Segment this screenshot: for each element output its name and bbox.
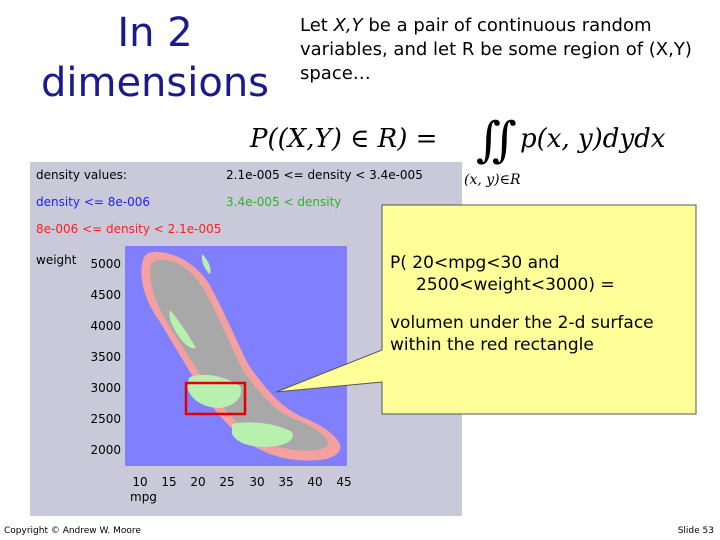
slide-title-line1: In 2 bbox=[117, 10, 193, 56]
slide-title-line2: dimensions bbox=[40, 60, 270, 106]
formula-lhs: P((X,Y) ∈ R) = bbox=[249, 124, 437, 154]
density-map: 10 15 20 25 30 35 40 45 5000 4500 4000 3… bbox=[90, 246, 352, 489]
density-region-high-4 bbox=[201, 254, 211, 274]
x-tick: 25 bbox=[219, 475, 234, 489]
legend-title: density values: bbox=[36, 168, 127, 182]
intro-text: Let X,Y be a pair of continuous random v… bbox=[300, 14, 710, 86]
x-tick: 10 bbox=[132, 475, 147, 489]
y-tick: 2000 bbox=[90, 443, 121, 457]
footer-copyright: Copyright © Andrew W. Moore bbox=[4, 526, 141, 536]
y-tick: 2500 bbox=[90, 412, 121, 426]
x-ticks: 10 15 20 25 30 35 40 45 bbox=[132, 475, 351, 489]
callout-shape bbox=[275, 204, 697, 415]
formula-rhs: p(x, y)dydx bbox=[520, 124, 666, 154]
y-tick: 3000 bbox=[90, 381, 121, 395]
x-tick: 30 bbox=[249, 475, 264, 489]
density-region-high-3 bbox=[232, 422, 293, 447]
intro-part1: Let bbox=[300, 15, 334, 36]
x-tick: 45 bbox=[336, 475, 351, 489]
y-ticks: 5000 4500 4000 3500 3000 2500 2000 bbox=[90, 257, 121, 457]
legend-bin-red: 8e-006 <= density < 2.1e-005 bbox=[36, 222, 222, 236]
formula-subscript: (x, y)∈R bbox=[464, 172, 521, 188]
highlight-rectangle bbox=[184, 381, 247, 416]
probability-formula: P((X,Y) ∈ R) = ∬ p(x, y)dydx (x, y)∈R bbox=[249, 112, 666, 188]
legend-bin-blue: density <= 8e-006 bbox=[36, 195, 150, 209]
density-region-mid bbox=[150, 259, 328, 451]
callout-line4: within the red rectangle bbox=[390, 335, 594, 355]
slide-title: In 2 dimensions bbox=[40, 8, 270, 108]
x-tick: 40 bbox=[307, 475, 322, 489]
callout-spacer bbox=[390, 296, 690, 312]
legend-bin-green: 3.4e-005 < density bbox=[226, 195, 342, 209]
legend-bin-dark: 2.1e-005 <= density < 3.4e-005 bbox=[226, 168, 423, 182]
y-axis-label: weight bbox=[36, 253, 77, 267]
intro-xy: X,Y bbox=[333, 15, 363, 36]
callout-text: P( 20<mpg<30 and 2500<weight<3000) = vol… bbox=[390, 252, 690, 356]
callout-line2: 2500<weight<3000) = bbox=[416, 275, 615, 295]
x-axis-label: mpg bbox=[130, 490, 157, 504]
footer-slide-number: Slide 53 bbox=[677, 526, 714, 536]
y-tick: 4000 bbox=[90, 319, 121, 333]
y-tick: 4500 bbox=[90, 288, 121, 302]
x-tick: 35 bbox=[278, 475, 293, 489]
formula-integral: ∬ bbox=[476, 112, 517, 168]
y-tick: 3500 bbox=[90, 350, 121, 364]
intro-part2: be a pair of continuous random variables… bbox=[300, 15, 692, 84]
callout-line1: P( 20<mpg<30 and bbox=[390, 253, 560, 273]
y-tick: 5000 bbox=[90, 257, 121, 271]
density-region-high-1 bbox=[169, 310, 196, 349]
x-tick: 20 bbox=[190, 475, 205, 489]
x-tick: 15 bbox=[161, 475, 176, 489]
callout-line3: volumen under the 2-d surface bbox=[390, 313, 654, 333]
